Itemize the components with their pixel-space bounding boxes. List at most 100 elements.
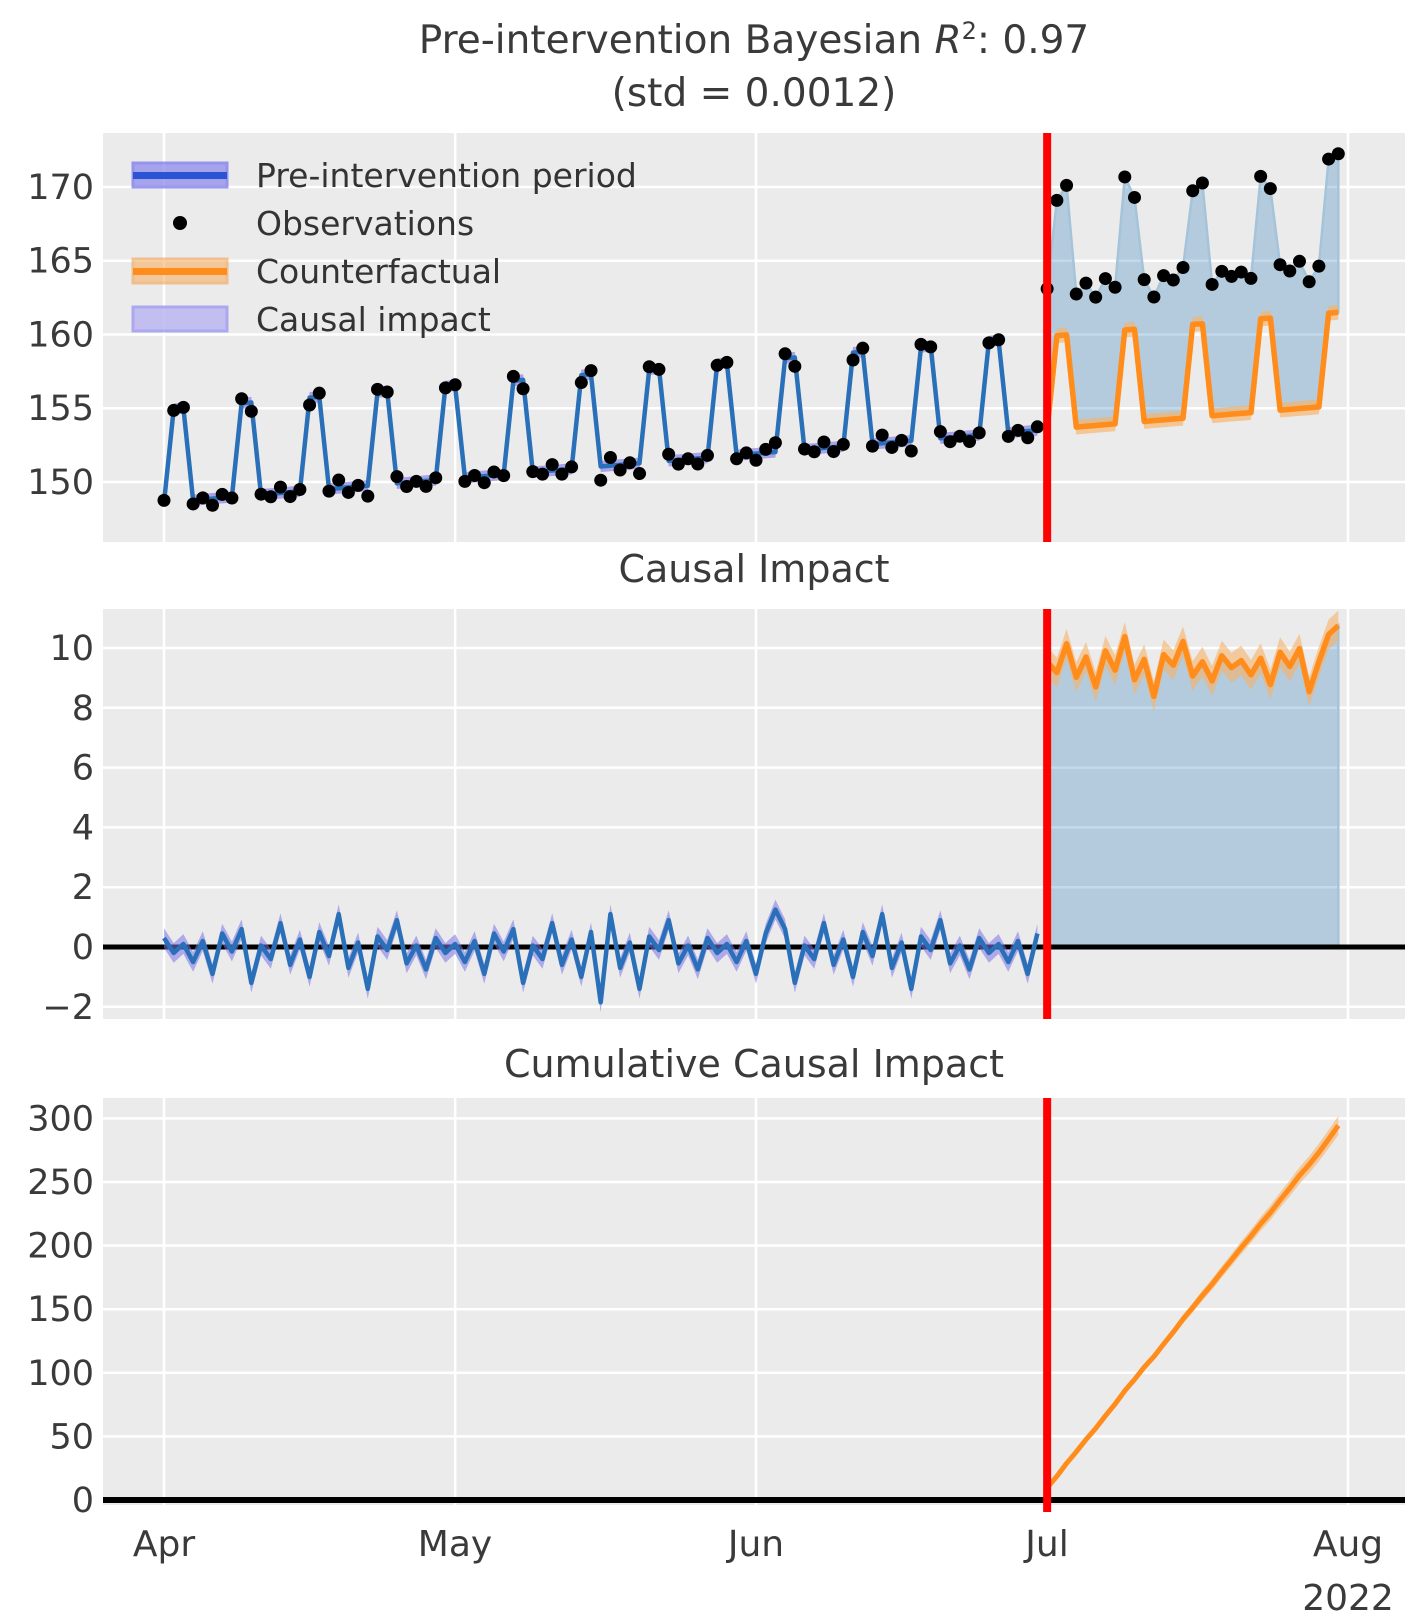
observation-dot (1273, 258, 1287, 272)
y-tick-label: 200 (27, 1227, 94, 1267)
observation-dot (1312, 259, 1326, 273)
observation-dot (448, 378, 462, 392)
observation-dot (1127, 190, 1141, 204)
observation-dot (273, 480, 287, 494)
x-axis-year-label: 2022 (1302, 1578, 1394, 1619)
observation-dot (1098, 272, 1112, 286)
observation-dot (759, 442, 773, 456)
observation-dot (603, 450, 617, 464)
figure-title: Pre-intervention Bayesian R2: 0.97 (std … (103, 14, 1405, 120)
observation-dot (671, 457, 685, 471)
observation-dot (1331, 147, 1345, 161)
observation-dot (390, 470, 404, 484)
legend-label: Pre-intervention period (256, 155, 637, 195)
y-tick-label: 6 (72, 749, 94, 789)
observation-dot (264, 490, 278, 504)
observation-dot (943, 435, 957, 449)
observation-dot (1302, 275, 1316, 289)
observation-dot (186, 497, 200, 511)
observation-dot (1050, 193, 1064, 207)
observation-dot (691, 457, 705, 471)
observation-dot (1225, 269, 1239, 283)
y-tick-label: −2 (42, 988, 94, 1028)
purple-patch-icon (131, 305, 229, 333)
legend-label: Counterfactual (256, 251, 502, 291)
observation-dot (312, 386, 326, 400)
observation-dot (419, 479, 433, 493)
title-line1: Pre-intervention Bayesian R2: 0.97 (418, 17, 1090, 63)
x-tick-aug: Aug (1312, 1524, 1384, 1565)
impact-post-line (1045, 623, 1341, 700)
observation-dot (1021, 431, 1035, 445)
r-squared-symbol: R (934, 18, 962, 63)
observation-dot (1108, 280, 1122, 294)
observation-dot (225, 491, 239, 505)
observation-dot (380, 385, 394, 399)
observation-dot (817, 435, 831, 449)
title-line2: (std = 0.0012) (611, 71, 897, 117)
top-panel-bg (103, 133, 1405, 542)
observation-dot (1147, 290, 1161, 304)
observation-dot (516, 382, 530, 396)
orange-band-line-icon (131, 257, 229, 285)
observation-dot (429, 471, 443, 485)
y-tick-label: 2 (72, 868, 94, 908)
y-tick-label: 300 (27, 1099, 94, 1139)
bottom-panel-bg (103, 1098, 1405, 1505)
observation-dot (1118, 170, 1132, 184)
observation-dot (303, 398, 317, 412)
observation-dot (1069, 287, 1083, 301)
y-tick-label: 4 (72, 808, 94, 848)
observation-dot (1079, 276, 1093, 290)
observation-dot (293, 482, 307, 496)
y-tick-label: 50 (49, 1417, 94, 1457)
legend-label: Observations (256, 203, 475, 243)
observation-dot (1166, 273, 1180, 287)
observation-dot (283, 490, 297, 504)
blue-band-line-icon (131, 161, 229, 189)
observation-dot (827, 445, 841, 459)
observation-dot (953, 429, 967, 443)
cumulative-panel-title: Cumulative Causal Impact (503, 1042, 1004, 1086)
observation-dot (1205, 277, 1219, 291)
cumulative-line (1045, 1124, 1341, 1490)
x-tick-apr: Apr (132, 1524, 196, 1565)
observation-dot (332, 473, 346, 487)
observation-dot (623, 456, 637, 470)
y-tick-label: 165 (27, 242, 94, 282)
observation-dot (652, 362, 666, 376)
legend-item-causal-impact: Causal impact (130, 300, 637, 339)
causal-impact-panel-title: Causal Impact (618, 547, 890, 591)
observation-dot (497, 469, 511, 483)
observation-dot (351, 478, 365, 492)
observation-dot (807, 445, 821, 459)
observation-dot (400, 480, 414, 494)
observation-dot (895, 433, 909, 447)
observation-dot (1011, 423, 1025, 437)
observation-dot (856, 341, 870, 355)
observation-dot (341, 485, 355, 499)
observation-dot (1001, 429, 1015, 443)
observation-dot (555, 467, 569, 481)
observation-dot (768, 436, 782, 450)
observation-dot (904, 444, 918, 458)
observation-dot (322, 484, 336, 498)
impact-pre-line (162, 907, 1040, 1005)
x-tick-may: May (417, 1524, 493, 1565)
observation-dot (972, 426, 986, 440)
observation-dot (730, 452, 744, 466)
y-tick-label: 150 (27, 1290, 94, 1330)
observation-dot (244, 404, 258, 418)
legend: Pre-intervention period Observations Cou… (130, 155, 637, 339)
observation-dot (1292, 254, 1306, 268)
observation-dot (846, 353, 860, 367)
y-tick-label: 0 (72, 928, 94, 968)
observation-dot (1157, 269, 1171, 283)
observation-dot (992, 333, 1006, 347)
observation-dot (1137, 273, 1151, 287)
observation-dot (565, 460, 579, 474)
observation-dot (963, 435, 977, 449)
observation-dot (700, 448, 714, 462)
observation-dot (157, 493, 171, 507)
